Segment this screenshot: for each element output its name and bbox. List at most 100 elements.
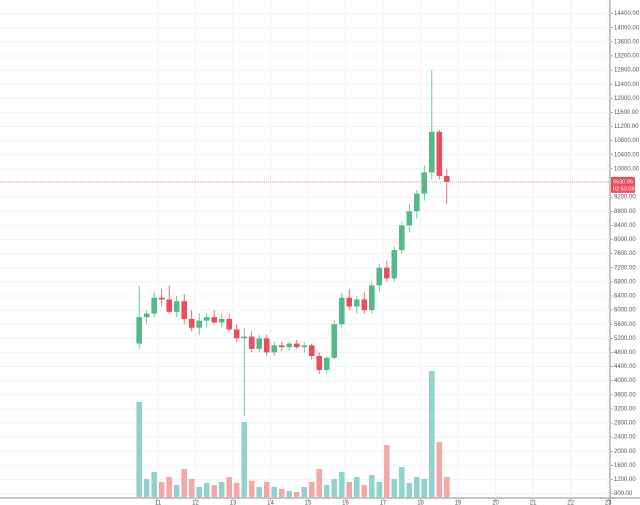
y-tick-label: 4800.00 (614, 350, 636, 356)
candle-layer (136, 70, 450, 416)
volume-bar (286, 491, 293, 497)
candle-body (406, 211, 413, 226)
volume-bar (406, 483, 413, 497)
y-tick-label: 6000.00 (614, 308, 636, 314)
candle-body (383, 267, 390, 279)
x-tick-label: 16 (342, 501, 349, 505)
candle-body (241, 336, 248, 339)
candle-body (301, 345, 308, 348)
y-tick-label: 14000.00 (614, 25, 640, 31)
volume-bar (361, 485, 368, 497)
candle-body (316, 355, 323, 371)
volume-bar (136, 402, 142, 497)
x-tick-label: 14 (267, 501, 274, 505)
y-tick-label: 4000.00 (614, 378, 636, 384)
x-tick-label: 15 (305, 501, 312, 505)
volume-bar (391, 479, 398, 497)
candle-body (181, 301, 188, 319)
volume-bar (376, 482, 383, 497)
volume-bar (211, 485, 218, 497)
y-tick-label: 5200.00 (614, 336, 636, 342)
candle-body (188, 318, 195, 328)
candle-body (353, 299, 360, 307)
volume-bar (346, 482, 353, 497)
candle-body (256, 338, 263, 349)
volume-bar (226, 477, 233, 497)
candle-body (263, 338, 270, 353)
x-tick-label: 11 (155, 501, 162, 505)
volume-bar (323, 485, 330, 497)
candle-body (413, 193, 420, 212)
y-tick-label: 2800.00 (614, 421, 636, 427)
candle-body (248, 336, 255, 349)
y-tick-label: 14400.00 (614, 11, 640, 17)
candle-body (196, 320, 203, 328)
volume-layer (136, 371, 450, 497)
candle-body (143, 313, 150, 318)
candle-body (233, 329, 240, 339)
candle-body (308, 345, 315, 356)
volume-bar (278, 489, 285, 497)
y-tick-label: 13200.00 (614, 54, 640, 60)
volume-bar (173, 485, 180, 497)
volume-bar (421, 479, 428, 497)
volume-bar (256, 487, 263, 497)
candle-body (338, 297, 345, 325)
x-tick-label: 21 (530, 501, 537, 505)
x-tick-label: 12 (192, 501, 199, 505)
volume-bar (166, 477, 172, 497)
y-tick-label: 2000.00 (614, 449, 636, 455)
y-tick-label: 1200.00 (614, 477, 636, 483)
y-tick-label: 1600.00 (614, 463, 636, 469)
candle-body (278, 345, 285, 348)
x-tick-label: 18 (417, 501, 424, 505)
volume-bar (143, 479, 150, 497)
candle-body (331, 324, 338, 358)
y-tick-label: 12400.00 (614, 82, 640, 88)
y-tick-label: 12800.00 (614, 68, 640, 74)
y-tick-label: 8000.00 (614, 237, 636, 243)
y-tick-label: 11200.00 (614, 124, 639, 130)
y-tick-label: 10800.00 (614, 138, 640, 144)
volume-bar (293, 492, 300, 497)
y-tick-label: 10400.00 (614, 152, 640, 158)
volume-bar (271, 487, 278, 497)
x-tick-label: 17 (380, 501, 387, 505)
volume-bar (436, 442, 443, 497)
y-tick-label: 9200.00 (614, 195, 636, 201)
y-tick-label: 4400.00 (614, 364, 636, 370)
volume-bar (196, 487, 203, 497)
y-tick-label: 2400.00 (614, 435, 636, 441)
volume-bar (241, 422, 248, 497)
volume-bar (331, 479, 338, 497)
countdown-label: 02:53:08 (613, 186, 634, 192)
y-tick-label: 7200.00 (614, 265, 636, 271)
candle-body (436, 131, 443, 176)
price-label-box (611, 176, 635, 193)
y-tick-label: 10000.00 (614, 166, 640, 172)
candle-body (376, 267, 383, 286)
y-tick-label: 3600.00 (614, 392, 636, 398)
grid (0, 0, 610, 498)
y-tick-label: 7600.00 (614, 251, 636, 257)
volume-bar (158, 482, 165, 497)
volume-bar (353, 477, 360, 497)
candle-body (444, 175, 450, 182)
volume-bar (308, 482, 315, 497)
x-tick-label: 23 (605, 501, 612, 505)
volume-bar (398, 467, 405, 497)
y-tick-label: 3200.00 (614, 406, 636, 412)
volume-bar (316, 469, 323, 497)
y-tick-label: 6800.00 (614, 279, 636, 285)
volume-bar (383, 445, 390, 497)
y-tick-label: 5600.00 (614, 322, 636, 328)
volume-bar (444, 477, 450, 497)
y-tick-label: 12000.00 (614, 96, 640, 102)
y-tick-label: 11600.00 (614, 110, 639, 116)
volume-bar (188, 479, 195, 497)
candle-body (429, 131, 435, 173)
volume-bar (218, 482, 225, 497)
candle-body (391, 250, 398, 279)
candle-body (323, 357, 330, 371)
